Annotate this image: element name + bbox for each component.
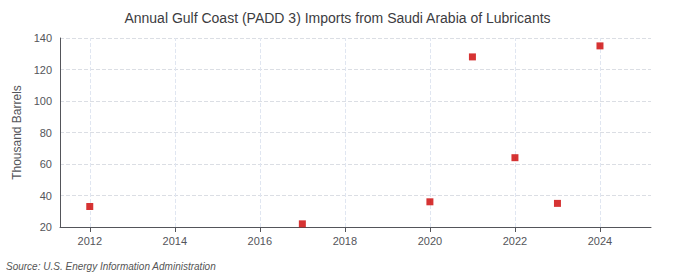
svg-text:Annual Gulf Coast (PADD 3) Imp: Annual Gulf Coast (PADD 3) Imports from …	[124, 10, 550, 26]
svg-text:140: 140	[34, 32, 52, 44]
svg-text:40: 40	[40, 190, 52, 202]
svg-text:2016: 2016	[248, 235, 272, 247]
svg-text:2020: 2020	[418, 235, 442, 247]
svg-text:2012: 2012	[78, 235, 102, 247]
svg-text:100: 100	[34, 95, 52, 107]
svg-text:80: 80	[40, 127, 52, 139]
svg-text:2022: 2022	[503, 235, 527, 247]
svg-text:Thousand Barrels: Thousand Barrels	[10, 85, 24, 180]
svg-text:20: 20	[40, 221, 52, 233]
svg-text:2024: 2024	[588, 235, 612, 247]
svg-text:120: 120	[34, 64, 52, 76]
svg-text:Source: U.S. Energy Informatio: Source: U.S. Energy Information Administ…	[6, 261, 216, 272]
svg-text:2014: 2014	[163, 235, 187, 247]
svg-text:60: 60	[40, 158, 52, 170]
svg-text:2018: 2018	[333, 235, 357, 247]
